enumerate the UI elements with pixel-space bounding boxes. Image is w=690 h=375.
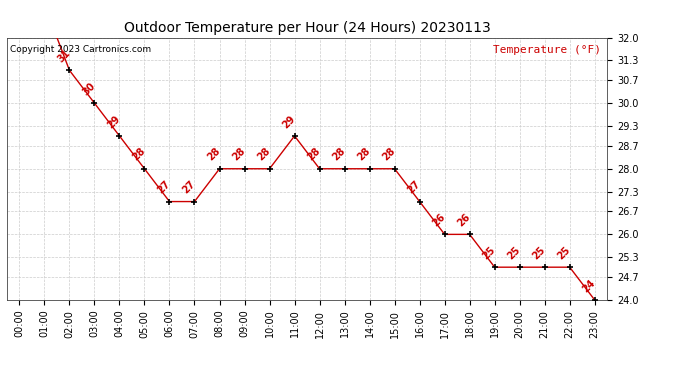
Text: Temperature (°F): Temperature (°F) <box>493 45 601 56</box>
Text: 28: 28 <box>356 146 373 163</box>
Text: 29: 29 <box>281 113 297 130</box>
Text: 28: 28 <box>130 146 148 163</box>
Text: Copyright 2023 Cartronics.com: Copyright 2023 Cartronics.com <box>10 45 151 54</box>
Text: 31: 31 <box>56 48 72 64</box>
Text: 29: 29 <box>106 113 122 130</box>
Text: 25: 25 <box>481 244 497 261</box>
Text: 25: 25 <box>556 244 573 261</box>
Text: 28: 28 <box>331 146 348 163</box>
Text: 27: 27 <box>181 179 197 196</box>
Text: 26: 26 <box>456 212 473 228</box>
Text: 27: 27 <box>406 179 422 196</box>
Title: Outdoor Temperature per Hour (24 Hours) 20230113: Outdoor Temperature per Hour (24 Hours) … <box>124 21 491 35</box>
Text: 26: 26 <box>431 212 447 228</box>
Text: 28: 28 <box>206 146 222 163</box>
Text: 28: 28 <box>306 146 322 163</box>
Text: 25: 25 <box>506 244 522 261</box>
Text: 25: 25 <box>531 244 547 261</box>
Text: 28: 28 <box>381 146 397 163</box>
Text: 30: 30 <box>81 81 97 97</box>
Text: 24: 24 <box>581 278 598 294</box>
Text: 27: 27 <box>156 179 172 196</box>
Text: 28: 28 <box>256 146 273 163</box>
Text: 28: 28 <box>230 146 248 163</box>
